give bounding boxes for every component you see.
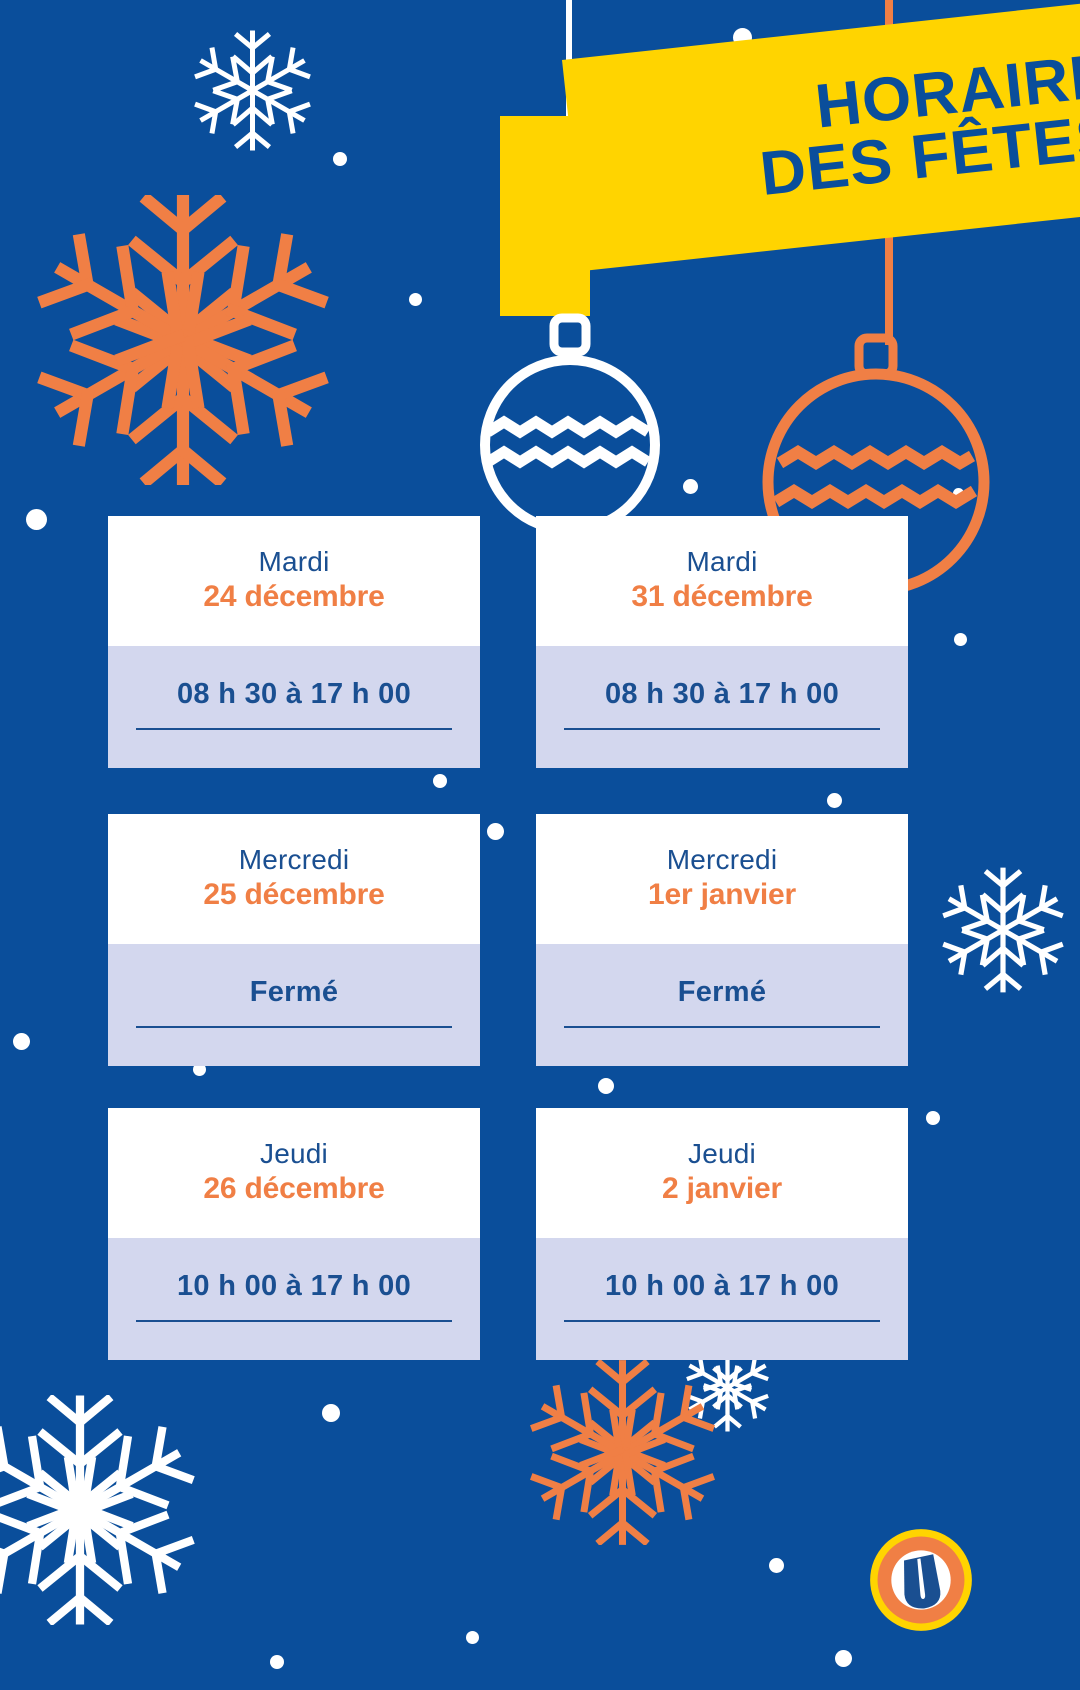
card-hours-label: 10 h 00 à 17 h 00 [604,1270,840,1302]
card-hours-label: 08 h 30 à 17 h 00 [176,678,412,710]
decor-dot [193,1063,206,1076]
decor-dot [835,1650,852,1667]
banner: HORAIRE DES FÊTES [500,0,1080,320]
brand-logo [870,1529,972,1631]
card-hours-section: 10 h 00 à 17 h 00 [108,1238,480,1360]
decor-dot [926,1111,940,1125]
card-hours-section: 08 h 30 à 17 h 00 [108,646,480,768]
schedule-card: Mercredi 1er janvier Fermé [536,814,908,1066]
schedule-card: Jeudi 26 décembre 10 h 00 à 17 h 00 [108,1108,480,1360]
card-hours-section: 08 h 30 à 17 h 00 [536,646,908,768]
card-date-section: Jeudi 2 janvier [536,1108,908,1238]
card-date-section: Mercredi 1er janvier [536,814,908,944]
card-date-label: 1er janvier [648,878,796,912]
card-underline [136,1320,452,1322]
decor-dot [433,774,447,788]
card-hours-section: Fermé [108,944,480,1066]
card-date-label: 31 décembre [631,580,813,614]
card-underline [564,728,880,730]
card-underline [136,1026,452,1028]
card-underline [136,728,452,730]
decor-dot [827,793,842,808]
card-hours-section: Fermé [536,944,908,1066]
decor-dot [13,1033,30,1050]
card-date-label: 25 décembre [203,878,385,912]
decor-dot [26,509,47,530]
card-date-label: 24 décembre [203,580,385,614]
card-date-label: 26 décembre [203,1172,385,1206]
decor-dot [409,293,422,306]
decor-dot [333,152,347,166]
card-day-label: Mercredi [666,844,778,876]
schedule-card: Mardi 24 décembre 08 h 30 à 17 h 00 [108,516,480,768]
schedule-card: Mercredi 25 décembre Fermé [108,814,480,1066]
card-date-section: Mardi 31 décembre [536,516,908,646]
schedule-card: Mardi 31 décembre 08 h 30 à 17 h 00 [536,516,908,768]
card-day-label: Mercredi [238,844,350,876]
card-day-label: Mardi [258,546,330,578]
card-hours-label: Fermé [677,976,767,1008]
card-date-section: Mercredi 25 décembre [108,814,480,944]
card-day-label: Mardi [686,546,758,578]
decor-dot [487,823,504,840]
card-date-label: 2 janvier [662,1172,782,1206]
card-date-section: Mardi 24 décembre [108,516,480,646]
decor-dot [954,633,967,646]
decor-dot [270,1655,284,1669]
decor-dot [683,479,698,494]
card-hours-section: 10 h 00 à 17 h 00 [536,1238,908,1360]
card-hours-label: Fermé [249,976,339,1008]
decor-dot [466,1631,479,1644]
decor-dot [322,1404,340,1422]
card-hours-label: 10 h 00 à 17 h 00 [176,1270,412,1302]
card-underline [564,1320,880,1322]
card-hours-label: 08 h 30 à 17 h 00 [604,678,840,710]
decor-dot [598,1078,614,1094]
card-day-label: Jeudi [688,1138,756,1170]
card-day-label: Jeudi [260,1138,328,1170]
schedule-card: Jeudi 2 janvier 10 h 00 à 17 h 00 [536,1108,908,1360]
decor-dot [769,1558,784,1573]
card-underline [564,1026,880,1028]
card-date-section: Jeudi 26 décembre [108,1108,480,1238]
